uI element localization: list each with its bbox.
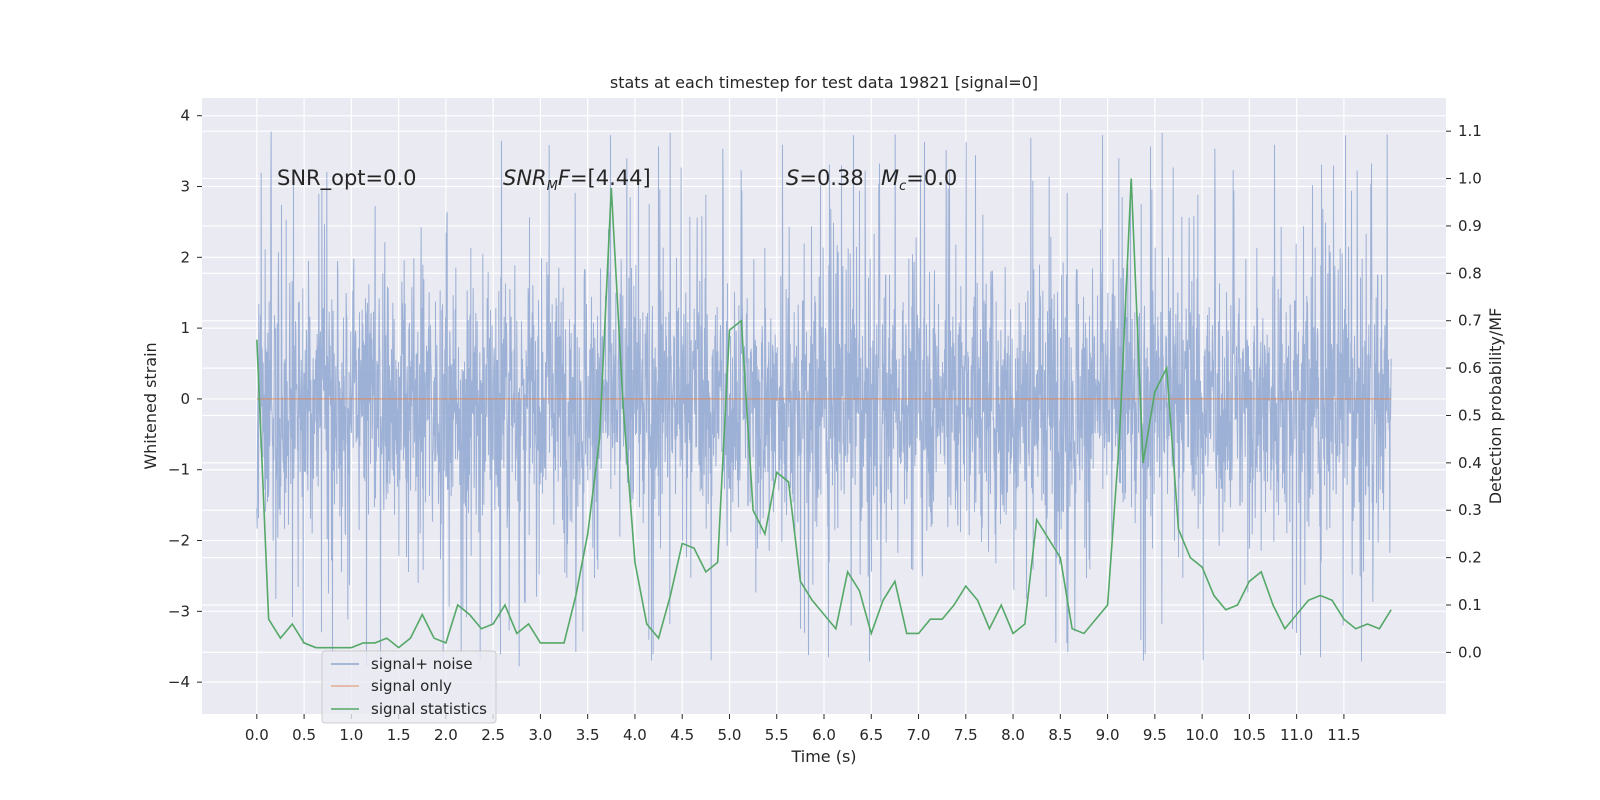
x-tick-label: 10.5	[1233, 726, 1266, 744]
legend-label-signal-statistics: signal statistics	[371, 700, 487, 718]
x-tick-label: 10.0	[1185, 726, 1218, 744]
y-tick-label: 3	[180, 178, 190, 196]
annotation-s: S=0.38	[786, 166, 864, 190]
y-tick-label: −3	[168, 602, 190, 620]
y-tick-label: −1	[168, 461, 190, 479]
x-tick-label: 8.0	[1001, 726, 1025, 744]
y2-tick-label: 0.9	[1458, 217, 1482, 235]
x-tick-label: 9.0	[1096, 726, 1120, 744]
y-tick-label: 1	[180, 319, 190, 337]
legend-box	[321, 650, 497, 724]
signal-noise-line	[256, 131, 1392, 668]
x-tick-label: 1.5	[387, 726, 411, 744]
y2-axis-label: Detection probability/MF	[1486, 308, 1505, 505]
legend-label-signal-only: signal only	[371, 677, 452, 695]
x-tick-label: 9.5	[1143, 726, 1167, 744]
x-tick-label: 4.5	[670, 726, 694, 744]
x-tick-label: 3.5	[576, 726, 600, 744]
x-tick-label: 5.5	[765, 726, 789, 744]
x-tick-label: 11.5	[1327, 726, 1360, 744]
y2-tick-label: 0.4	[1458, 454, 1482, 472]
y2-tick-label: 1.0	[1458, 170, 1482, 188]
y2-tick-label: 0.3	[1458, 501, 1482, 519]
x-tick-label: 6.0	[812, 726, 836, 744]
signal-noise-series	[256, 131, 1392, 668]
x-axis-label: Time (s)	[790, 747, 856, 766]
x-tick-label: 7.0	[907, 726, 931, 744]
y2-tick-label: 0.7	[1458, 312, 1482, 330]
y-tick-label: −2	[168, 532, 190, 550]
y2-tick-label: 1.1	[1458, 122, 1482, 140]
x-tick-label: 4.0	[623, 726, 647, 744]
legend-label-signal-noise: signal+ noise	[371, 655, 473, 673]
y2-tick-label: 0.2	[1458, 549, 1482, 567]
annotation-mc: Mc=0.0	[881, 166, 957, 194]
signal-statistics-series	[256, 178, 1392, 649]
x-tick-label: 8.5	[1048, 726, 1072, 744]
y-tick-label: 0	[180, 390, 190, 408]
signal-statistics-line	[256, 178, 1392, 649]
legend: signal+ noise signal only signal statist…	[321, 650, 497, 724]
annotation-snr-mf: SNRMF=[4.44]	[503, 166, 651, 194]
y2-tick-label: 0.0	[1458, 643, 1482, 661]
y-tick-label: −4	[168, 673, 190, 691]
y-tick-label: 2	[180, 248, 190, 266]
x-tick-label: 0.0	[245, 726, 269, 744]
y2-tick-label: 0.1	[1458, 596, 1482, 614]
x-tick-label: 11.0	[1280, 726, 1313, 744]
y2-tick-label: 0.6	[1458, 359, 1482, 377]
x-tick-label: 7.5	[954, 726, 978, 744]
x-tick-label: 1.0	[339, 726, 363, 744]
annotation-snr-opt: SNR_opt=0.0	[277, 166, 417, 191]
y-tick-label: 4	[180, 107, 190, 125]
y2-tick-label: 0.5	[1458, 406, 1482, 424]
x-tick-label: 2.0	[434, 726, 458, 744]
y2-tick-label: 0.8	[1458, 264, 1482, 282]
axis-ticks: 0.0 0.5 1.0 1.5 2.0 2.5 3.0 3.5 4.0 4.5 5.0 5.5 6.0 6…	[168, 107, 1482, 744]
y-axis-label: Whitened strain	[141, 342, 160, 469]
x-tick-label: 0.5	[292, 726, 316, 744]
chart-title: stats at each timestep for test data 198…	[610, 73, 1038, 92]
x-tick-label: 2.5	[481, 726, 505, 744]
x-tick-label: 3.0	[528, 726, 552, 744]
x-tick-label: 5.0	[718, 726, 742, 744]
x-tick-label: 6.5	[859, 726, 883, 744]
